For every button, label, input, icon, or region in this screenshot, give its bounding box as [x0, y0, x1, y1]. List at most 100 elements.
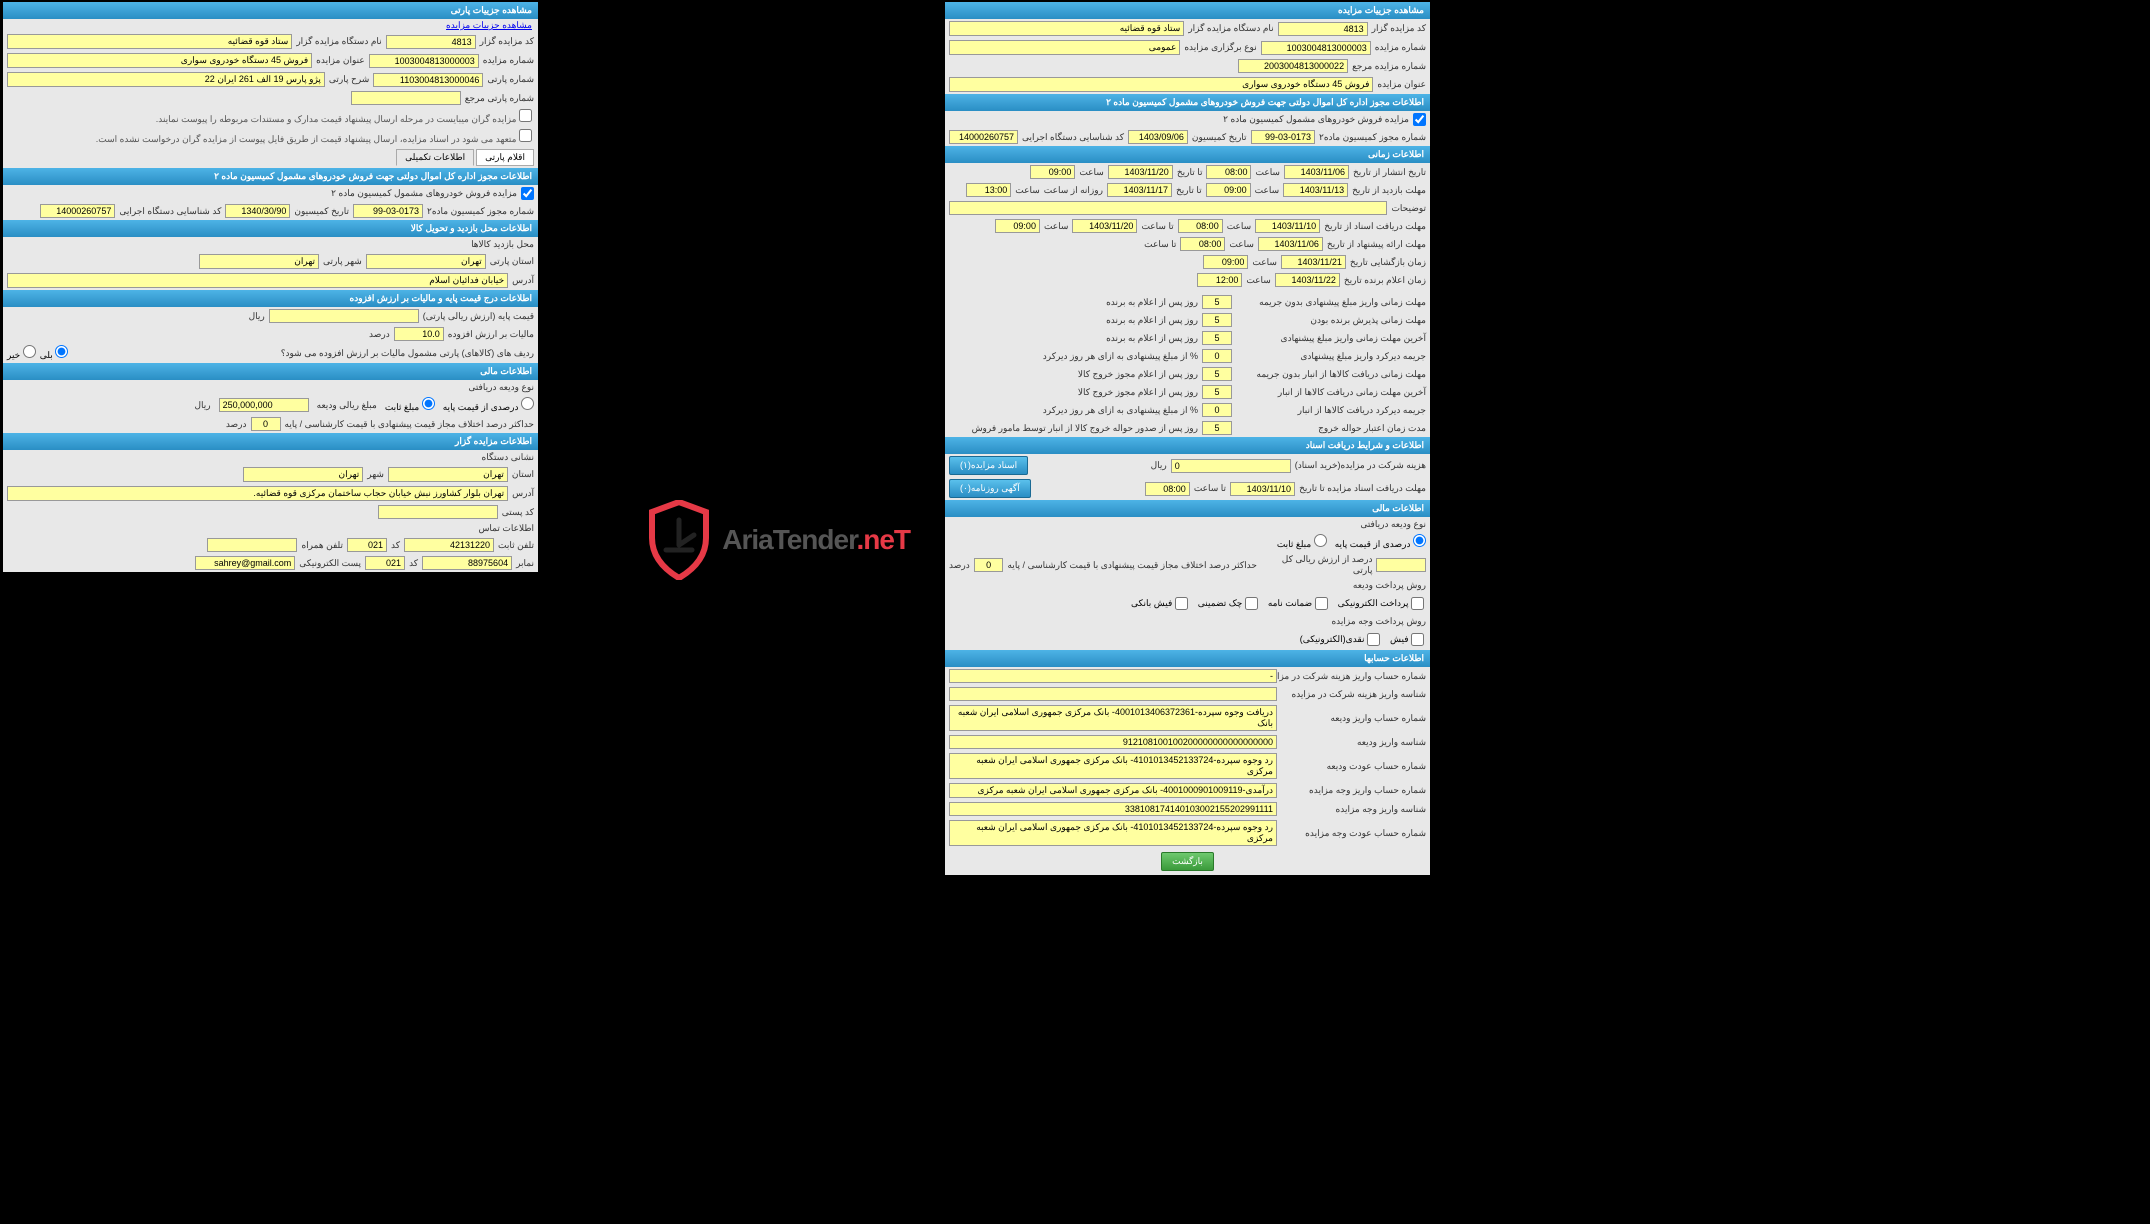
radio[interactable]: مبلغ ثابت	[385, 397, 435, 413]
field: ستاد قوه قضائیه	[7, 34, 292, 49]
chk-note2[interactable]	[519, 129, 532, 142]
lbl: کد مزایده گزار	[1372, 23, 1426, 34]
field-num: 1003004813000003	[1261, 41, 1371, 55]
lbl: شهر پارتی	[323, 256, 362, 267]
field: پژو پارس 19 الف 261 ایران 22	[7, 72, 325, 87]
unit: درصد	[226, 419, 247, 430]
field: 1403/09/06	[1128, 130, 1188, 144]
radio-yes[interactable]: بلی	[40, 345, 69, 361]
lbl: شهر	[367, 469, 384, 480]
btn-newspaper[interactable]: آگهی روزنامه(۰)	[949, 479, 1031, 498]
watermark-logo: AriaTender.neT	[644, 500, 910, 580]
field: 88975604	[422, 556, 512, 570]
lbl: نوع ودیعه دریافتی	[468, 382, 534, 393]
field: 99-03-0173	[1251, 130, 1315, 144]
lbl: شماره مجوز کمیسیون ماده۲	[1319, 132, 1426, 143]
chk-commission[interactable]	[1413, 113, 1426, 126]
section-header-accounts: اطلاعات حسابها	[945, 650, 1430, 667]
lbl: نام دستگاه مزایده گزار	[1188, 23, 1273, 34]
tab-items[interactable]: اقلام پارتی	[476, 149, 534, 166]
section-header: اطلاعات مجوز اداره کل اموال دولتی جهت فر…	[3, 168, 538, 185]
field: 10.0	[394, 327, 444, 341]
field: 0	[1171, 459, 1291, 473]
field: 021	[347, 538, 387, 552]
field: 250,000,000	[219, 398, 309, 412]
lbl: ردیف های (کالاهای) پارتی مشمول مالیات بر…	[72, 348, 534, 359]
lbl: تاریخ کمیسیون	[1192, 132, 1247, 143]
tab-extra[interactable]: اطلاعات تکمیلی	[396, 149, 474, 166]
field-ref: 2003004813000022	[1238, 59, 1348, 73]
radio-fixed[interactable]: مبلغ ثابت	[1277, 534, 1327, 550]
field-code: 4813	[1278, 22, 1368, 36]
field: تهران	[243, 467, 363, 482]
field: 1003004813000003	[369, 54, 479, 68]
lbl: تاریخ کمیسیون	[294, 206, 349, 217]
lbl: شماره مزایده	[483, 55, 534, 66]
party-details-panel: مشاهده جزییات پارتی مشاهده جزییات مزایده…	[3, 2, 538, 572]
radio-pct[interactable]: درصدی از قیمت پایه	[1335, 534, 1426, 550]
pay-methods-2: فیش نقدی(الکترونیکی)	[945, 629, 1430, 650]
lbl: توضیحات	[1391, 203, 1426, 214]
field: تهران	[199, 254, 319, 269]
lbl: قیمت پایه (ارزش ریالی پارتی)	[423, 311, 534, 322]
lbl: کد	[391, 540, 400, 551]
lbl: پست الکترونیکی	[299, 558, 361, 569]
lbl: نمابر	[516, 558, 534, 569]
section-header: اطلاعات مزایده گزار	[3, 433, 538, 450]
lbl: روش پرداخت ودیعه	[1353, 580, 1426, 591]
btn-back[interactable]: بازگشت	[1161, 852, 1214, 871]
section-header-permit: اطلاعات مجوز اداره کل اموال دولتی جهت فر…	[945, 94, 1430, 111]
link-auction-details[interactable]: مشاهده جزییات مزایده	[446, 20, 532, 30]
radio[interactable]: درصدی از قیمت پایه	[443, 397, 534, 413]
section-header: اطلاعات محل بازدید و تحویل کالا	[3, 220, 538, 237]
field: 1340/30/90	[225, 204, 290, 218]
lbl: شماره پارتی مرجع	[465, 93, 534, 104]
lbl: کد مزایده گزار	[480, 36, 534, 47]
logo-text: AriaTender.neT	[722, 524, 910, 556]
auction-details-panel: مشاهده جزییات مزایده کد مزایده گزار 4813…	[945, 2, 1430, 875]
chk-note1[interactable]	[519, 109, 532, 122]
lbl: تلفن همراه	[301, 540, 343, 551]
section-header: اطلاعات درج قیمت پایه و مالیات بر ارزش ا…	[3, 290, 538, 307]
field: 0	[974, 558, 1004, 572]
lbl: کد پستی	[502, 507, 534, 518]
field: 1103004813000046	[373, 73, 483, 87]
radio-no[interactable]: خیر	[7, 345, 36, 361]
field	[269, 309, 419, 323]
lbl: شرح پارتی	[329, 74, 369, 85]
lbl: حداکثر درصد اختلاف مجاز قیمت پیشنهادی با…	[1007, 560, 1256, 571]
btn-auction-docs[interactable]: اسناد مزایده(۱)	[949, 456, 1028, 475]
unit: درصد	[949, 560, 970, 571]
field: تهران	[366, 254, 486, 269]
field: تهران بلوار کشاورز نبش خیابان حجاب ساختم…	[7, 486, 508, 501]
unit: ریال	[249, 311, 265, 322]
field	[1376, 558, 1426, 572]
field-note	[949, 201, 1387, 215]
field: 08:00	[1145, 482, 1190, 496]
unit: ریال	[1151, 460, 1167, 471]
lbl: کد	[409, 558, 418, 569]
field: 4813	[386, 35, 476, 49]
note: متعهد می شود در اسناد مزایده، ارسال پیشن…	[3, 127, 538, 147]
field: خیابان فدائیان اسلام	[7, 273, 508, 288]
field-org: ستاد قوه قضائیه	[949, 21, 1184, 36]
lbl: نشانی دستگاه	[482, 452, 534, 463]
lbl: نام دستگاه مزایده گزار	[296, 36, 381, 47]
field: تهران	[388, 467, 508, 482]
lbl: کد شناسایی دستگاه اجرایی	[1022, 132, 1124, 143]
lbl: شماره پارتی	[487, 74, 534, 85]
unit: ریال	[195, 400, 211, 411]
lbl: روش پرداخت وجه مزایده	[1331, 616, 1426, 627]
lbl: مزایده فروش خودروهای مشمول کمیسیون ماده …	[331, 188, 517, 199]
note: مزایده گران میبایست در مرحله ارسال پیشنه…	[3, 107, 538, 127]
lbl: شماره مزایده	[1375, 42, 1426, 53]
lbl: مالیات بر ارزش افزوده	[448, 329, 534, 340]
lbl: مهلت دریافت اسناد مزایده تا تاریخ	[1299, 483, 1426, 494]
field: 14000260757	[40, 204, 115, 218]
pay-methods: پرداخت الکترونیکی ضمانت نامه چک تضمینی ف…	[945, 593, 1430, 614]
lbl: محل بازدید کالاها	[471, 239, 534, 250]
chk[interactable]	[521, 187, 534, 200]
lbl: اطلاعات تماس	[478, 523, 534, 534]
lbl: تا ساعت	[1194, 483, 1226, 494]
unit: درصد	[369, 329, 390, 340]
